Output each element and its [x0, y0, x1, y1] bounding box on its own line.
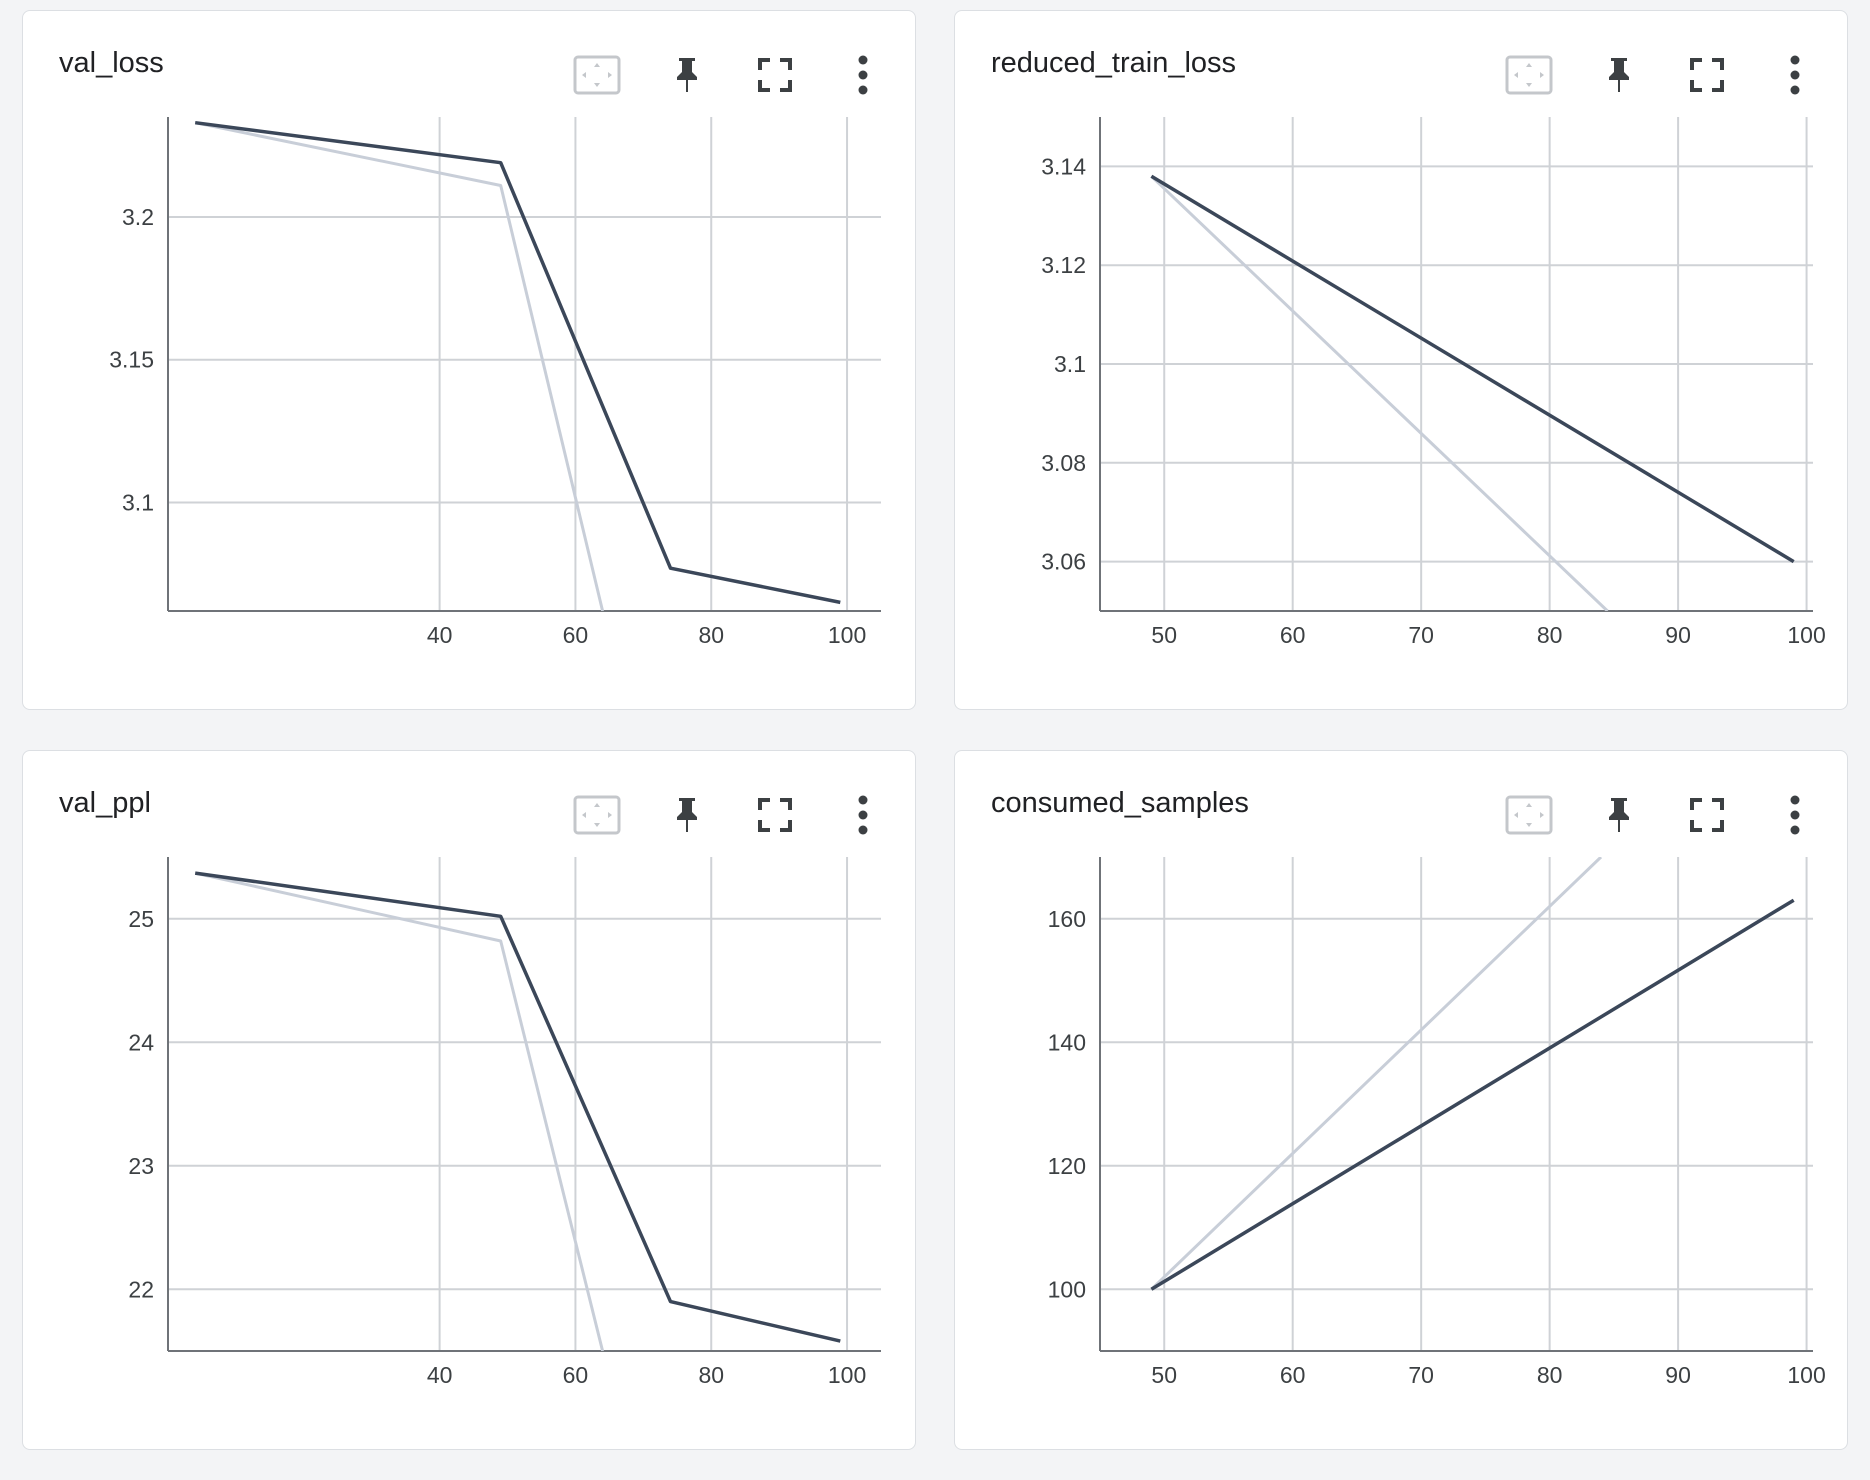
pin-button[interactable]: [1595, 791, 1643, 839]
y-tick-label: 22: [128, 1276, 154, 1302]
y-tick-label: 3.2: [122, 204, 154, 230]
series-line-smoothed: [194, 120, 841, 605]
x-tick-label: 70: [1408, 622, 1434, 648]
x-tick-label: 40: [427, 622, 453, 648]
series-line-raw: [194, 871, 605, 1351]
y-tick-label: 3.15: [109, 347, 154, 373]
x-tick-label: 80: [698, 1362, 724, 1388]
y-tick-label: 3.1: [1054, 351, 1086, 377]
y-tick-label: 3.06: [1041, 549, 1086, 575]
chart-card-consumed-samples: consumed_samples 50 60 70 80 90 100 100 120 140 1…: [954, 750, 1848, 1450]
x-tick-label: 80: [1537, 1362, 1563, 1388]
x-tick-label: 100: [1787, 1362, 1825, 1388]
fullscreen-icon: [758, 798, 792, 832]
series-line-raw: [194, 121, 605, 611]
pin-icon: [1609, 798, 1629, 832]
fullscreen-icon: [1690, 58, 1724, 92]
x-tick-label: 40: [427, 1362, 453, 1388]
pin-button[interactable]: [1595, 51, 1643, 99]
x-tick-label: 90: [1665, 622, 1691, 648]
fullscreen-button[interactable]: [1683, 791, 1731, 839]
fullscreen-icon: [1690, 798, 1724, 832]
x-tick-label: 100: [828, 1362, 866, 1388]
series-line-smoothed: [1150, 898, 1795, 1291]
series-line-smoothed: [194, 871, 841, 1343]
more-vert-icon: [1790, 795, 1800, 835]
x-tick-label: 100: [828, 622, 866, 648]
line-chart: 40 60 80 100 3.1 3.15 3.2: [109, 117, 881, 648]
chart-card-val-ppl: val_ppl 40 60 80 100 22 23 24 25: [22, 750, 916, 1450]
fullscreen-button[interactable]: [751, 51, 799, 99]
series-line-raw: [1150, 175, 1609, 611]
x-tick-label: 70: [1408, 1362, 1434, 1388]
more-vert-icon: [858, 55, 868, 95]
more-options-button[interactable]: [1771, 791, 1819, 839]
x-tick-label: 60: [563, 622, 589, 648]
y-tick-label: 3.08: [1041, 450, 1086, 476]
x-tick-label: 90: [1665, 1362, 1691, 1388]
pin-icon: [1609, 58, 1629, 92]
y-tick-label: 24: [128, 1029, 154, 1055]
y-tick-label: 140: [1048, 1029, 1086, 1055]
more-options-button[interactable]: [839, 51, 887, 99]
chart-title: consumed_samples: [991, 787, 1249, 819]
fullscreen-icon: [758, 58, 792, 92]
fit-to-data-button[interactable]: [573, 791, 621, 839]
line-chart: 50 60 70 80 90 100 100 120 140 160: [1048, 857, 1826, 1388]
pin-icon: [677, 798, 697, 832]
y-tick-label: 23: [128, 1153, 154, 1179]
fit-to-data-icon: [1505, 795, 1553, 835]
chart-card-val-loss: val_loss 40 60 80 100 3.1 3.15 3.2: [22, 10, 916, 710]
fullscreen-button[interactable]: [751, 791, 799, 839]
more-options-button[interactable]: [839, 791, 887, 839]
x-tick-label: 50: [1151, 1362, 1177, 1388]
fit-to-data-button[interactable]: [573, 51, 621, 99]
more-options-button[interactable]: [1771, 51, 1819, 99]
line-chart: 40 60 80 100 22 23 24 25: [128, 857, 881, 1388]
y-tick-label: 100: [1048, 1276, 1086, 1302]
x-tick-label: 100: [1787, 622, 1825, 648]
y-tick-label: 3.12: [1041, 252, 1086, 278]
x-tick-label: 60: [1280, 622, 1306, 648]
x-tick-label: 60: [563, 1362, 589, 1388]
fit-to-data-icon: [573, 55, 621, 95]
y-tick-label: 160: [1048, 906, 1086, 932]
chart-card-reduced-train-loss: reduced_train_loss 50 60 70 80 90 100 3.06 3.08…: [954, 10, 1848, 710]
fit-to-data-button[interactable]: [1505, 791, 1553, 839]
y-tick-label: 3.1: [122, 489, 154, 515]
pin-button[interactable]: [663, 791, 711, 839]
y-tick-label: 3.14: [1041, 153, 1086, 179]
pin-button[interactable]: [663, 51, 711, 99]
series-line-smoothed: [1150, 174, 1795, 564]
x-tick-label: 80: [698, 622, 724, 648]
chart-title: val_ppl: [59, 787, 151, 819]
x-tick-label: 80: [1537, 622, 1563, 648]
chart-title: val_loss: [59, 47, 164, 79]
fullscreen-button[interactable]: [1683, 51, 1731, 99]
x-tick-label: 60: [1280, 1362, 1306, 1388]
more-vert-icon: [858, 795, 868, 835]
y-tick-label: 120: [1048, 1153, 1086, 1179]
fit-to-data-icon: [573, 795, 621, 835]
x-tick-label: 50: [1151, 622, 1177, 648]
fit-to-data-icon: [1505, 55, 1553, 95]
series-line-raw: [1150, 857, 1603, 1291]
pin-icon: [677, 58, 697, 92]
more-vert-icon: [1790, 55, 1800, 95]
line-chart: 50 60 70 80 90 100 3.06 3.08 3.1 3.12 3.14: [1041, 117, 1826, 648]
fit-to-data-button[interactable]: [1505, 51, 1553, 99]
y-tick-label: 25: [128, 906, 154, 932]
chart-title: reduced_train_loss: [991, 47, 1237, 79]
